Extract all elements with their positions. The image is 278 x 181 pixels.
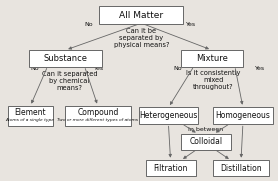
FancyBboxPatch shape	[181, 134, 231, 150]
FancyBboxPatch shape	[8, 106, 53, 126]
Text: Substance: Substance	[43, 54, 87, 63]
Text: In between: In between	[188, 127, 223, 132]
FancyBboxPatch shape	[145, 160, 196, 176]
Text: No: No	[30, 66, 39, 71]
Text: All Matter: All Matter	[119, 10, 163, 20]
Text: No: No	[173, 66, 182, 71]
FancyBboxPatch shape	[213, 107, 273, 124]
Text: Yes: Yes	[94, 66, 104, 71]
Text: Compound: Compound	[77, 108, 119, 117]
Text: No: No	[84, 22, 93, 27]
Text: Colloidal: Colloidal	[189, 137, 222, 146]
Text: Homogeneous: Homogeneous	[215, 111, 270, 120]
Text: Mixture: Mixture	[196, 54, 228, 63]
Text: Filtration: Filtration	[153, 164, 188, 173]
Text: Distillation: Distillation	[220, 164, 262, 173]
Text: Heterogeneous: Heterogeneous	[139, 111, 198, 120]
Text: Is it consistently
mixed
throughout?: Is it consistently mixed throughout?	[186, 70, 240, 90]
FancyBboxPatch shape	[29, 50, 102, 67]
FancyBboxPatch shape	[65, 106, 131, 126]
FancyBboxPatch shape	[99, 6, 183, 24]
FancyBboxPatch shape	[213, 160, 269, 176]
Text: Can it separated
by chemical
means?: Can it separated by chemical means?	[42, 71, 97, 91]
Text: Yes: Yes	[255, 66, 265, 71]
Text: Two or more different types of atoms: Two or more different types of atoms	[58, 118, 138, 122]
Text: Element: Element	[14, 108, 46, 117]
FancyBboxPatch shape	[139, 107, 198, 124]
Text: Yes: Yes	[186, 22, 197, 27]
FancyBboxPatch shape	[181, 50, 243, 67]
Text: Atoms of a single type: Atoms of a single type	[6, 118, 55, 122]
Text: Can it be
separated by
physical means?: Can it be separated by physical means?	[113, 28, 169, 48]
